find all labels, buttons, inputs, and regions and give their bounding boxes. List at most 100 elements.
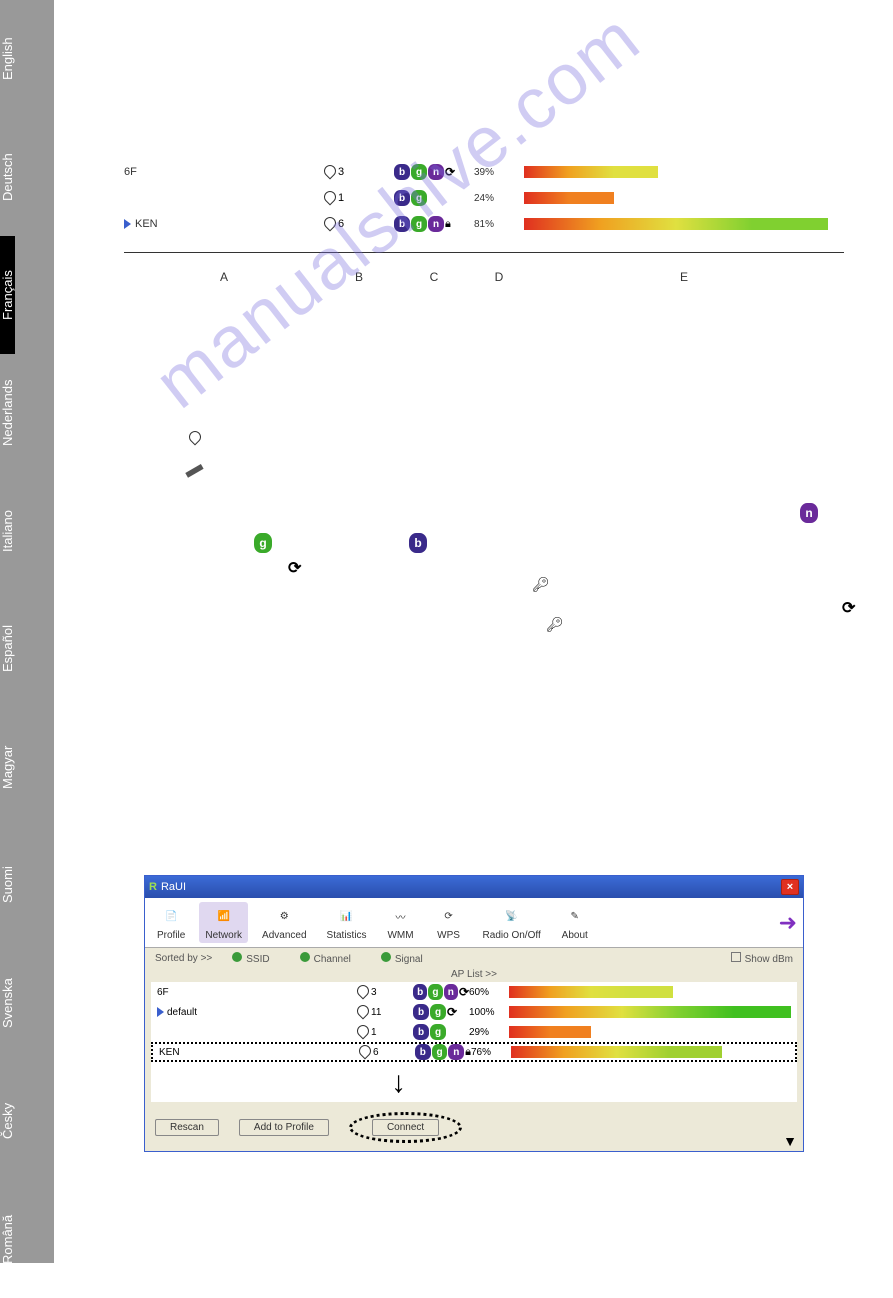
channel-icon (189, 430, 201, 448)
show-dbm-label: Show dBm (745, 954, 793, 965)
tab-label: Statistics (327, 930, 367, 941)
tab-icon: 📶 (210, 904, 238, 928)
close-icon[interactable]: × (781, 879, 799, 895)
show-dbm-checkbox[interactable] (731, 952, 741, 962)
rescan-button[interactable]: Rescan (155, 1119, 219, 1136)
sort-option[interactable]: Signal (381, 954, 423, 965)
ap-ssid: 6F (157, 987, 169, 998)
ap-list-label: AP List >> (145, 969, 803, 980)
dialog-title: RaUI (161, 881, 186, 893)
ap-pct: 60% (469, 987, 509, 998)
std-b-icon: b (415, 1044, 431, 1060)
lang-tab[interactable]: Nederlands (0, 354, 15, 472)
std-b-icon: b (413, 1024, 429, 1040)
dialog-titlebar: RRaUI × (145, 876, 803, 898)
std-n-icon: n (428, 164, 444, 180)
dialog-toolbar: 📄Profile📶Network ⚙ Advanced 📊Statistics〰WMM… (145, 898, 803, 948)
channel-icon (357, 1005, 369, 1020)
wps-icon: ⟳ (288, 558, 301, 578)
std-n-icon: n (428, 216, 444, 232)
std-n-icon: n (444, 984, 458, 1000)
next-arrow-icon[interactable]: ➜ (779, 910, 797, 936)
lang-tab[interactable]: Italiano (0, 472, 15, 590)
tab-label: About (562, 930, 588, 941)
channel-icon (324, 217, 336, 232)
lang-tab[interactable]: Français (0, 236, 15, 354)
toolbar-tab[interactable]: ⟳WPS (429, 902, 469, 943)
toolbar-tab[interactable]: 📡Radio On/Off (477, 902, 547, 943)
ap-ssid: KEN (159, 1047, 180, 1058)
toolbar-tab[interactable]: ✎ About (555, 902, 595, 943)
ssid: 6F (124, 166, 137, 178)
std-g-icon: g (411, 216, 427, 232)
expand-arrow-icon[interactable]: ▼ (783, 1133, 797, 1149)
lang-tab[interactable]: Română (0, 1180, 15, 1298)
std-b-icon: b (394, 190, 410, 206)
signal-bar (511, 1046, 722, 1058)
ap-row[interactable]: KEN 6 bgn🔒︎ 76% (151, 1042, 797, 1062)
add-to-profile-button[interactable]: Add to Profile (239, 1119, 329, 1136)
lock-icon: 🔒︎ (445, 218, 451, 231)
lang-tab[interactable]: English (0, 0, 15, 118)
sort-option[interactable]: Channel (300, 954, 351, 965)
channel-icon (324, 165, 336, 180)
ap-row[interactable]: 1 bg 29% (151, 1022, 797, 1042)
lang-tab[interactable]: Español (0, 590, 15, 708)
sorted-by-label: Sorted by >> (155, 953, 212, 964)
toolbar-tab[interactable]: 〰WMM (381, 902, 421, 943)
wps-icon: ⟳ (459, 985, 469, 999)
channel-icon (359, 1045, 371, 1060)
connected-icon (124, 219, 131, 229)
tab-label: Profile (157, 930, 185, 941)
wps-icon: ⟳ (842, 598, 855, 618)
tab-icon: ✎ (561, 904, 589, 928)
network-row: 6F 3 bgn⟳ 39% (124, 160, 844, 184)
ap-row[interactable]: 6F 3 bgn⟳ 60% (151, 982, 797, 1002)
ap-row[interactable]: default 11 bg⟳ 100% (151, 1002, 797, 1022)
channel-icon (357, 1025, 369, 1040)
signal-bar (509, 986, 673, 998)
device-icon: ▬ (180, 455, 206, 482)
network-row: KEN 6 bgn🔒︎ 81% (124, 212, 844, 236)
std-g-icon: g (430, 1024, 446, 1040)
lang-tab[interactable]: Deutsch (0, 118, 15, 236)
toolbar-tab[interactable]: 📶Network (199, 902, 248, 943)
lock-icon: 🔑︎ (546, 616, 564, 633)
ap-ssid: default (167, 1007, 197, 1018)
ap-pct: 76% (471, 1047, 511, 1058)
toolbar-tab[interactable]: 📄Profile (151, 902, 191, 943)
channel-icon (357, 985, 369, 1000)
sort-option[interactable]: SSID (232, 954, 269, 965)
signal-bar (509, 1026, 591, 1038)
raui-dialog: RRaUI × 📄Profile📶Network ⚙ Advanced 📊Statis… (144, 875, 804, 1152)
tab-icon: 〰 (387, 904, 415, 928)
signal-pct: 39% (474, 167, 524, 178)
channel-icon (324, 191, 336, 206)
std-g-icon: g (428, 984, 442, 1000)
connected-icon (157, 1007, 164, 1017)
arrow-down-icon: ↓ (391, 1066, 406, 1100)
network-row: 1 bg 24% (124, 186, 844, 210)
tab-label: WPS (437, 930, 460, 941)
std-b-icon: b (394, 164, 410, 180)
tab-label: Advanced (262, 930, 306, 941)
signal-bar (509, 1006, 791, 1018)
tab-icon: ⚙ (270, 904, 298, 928)
toolbar-tab[interactable]: 📊Statistics (321, 902, 373, 943)
signal-pct: 81% (474, 219, 524, 230)
language-sidebar: EnglishDeutschFrançaisNederlandsItaliano… (0, 0, 54, 1263)
lang-tab[interactable]: Suomi (0, 826, 15, 944)
lang-tab[interactable]: Česky (0, 1062, 15, 1180)
signal-bar (524, 192, 614, 204)
dialog-buttons: Rescan Add to Profile Connect ▼ (145, 1104, 803, 1151)
ssid: KEN (135, 218, 158, 230)
lang-tab[interactable]: Svenska (0, 944, 15, 1062)
toolbar-tab[interactable]: ⚙ Advanced (256, 902, 312, 943)
connect-button[interactable]: Connect (372, 1119, 439, 1136)
std-g-icon: g (411, 190, 427, 206)
lang-tab[interactable]: Magyar (0, 708, 15, 826)
std-g-icon: g (411, 164, 427, 180)
std-b-icon: b (413, 984, 427, 1000)
signal-pct: 24% (474, 193, 524, 204)
tab-label: Radio On/Off (483, 930, 541, 941)
